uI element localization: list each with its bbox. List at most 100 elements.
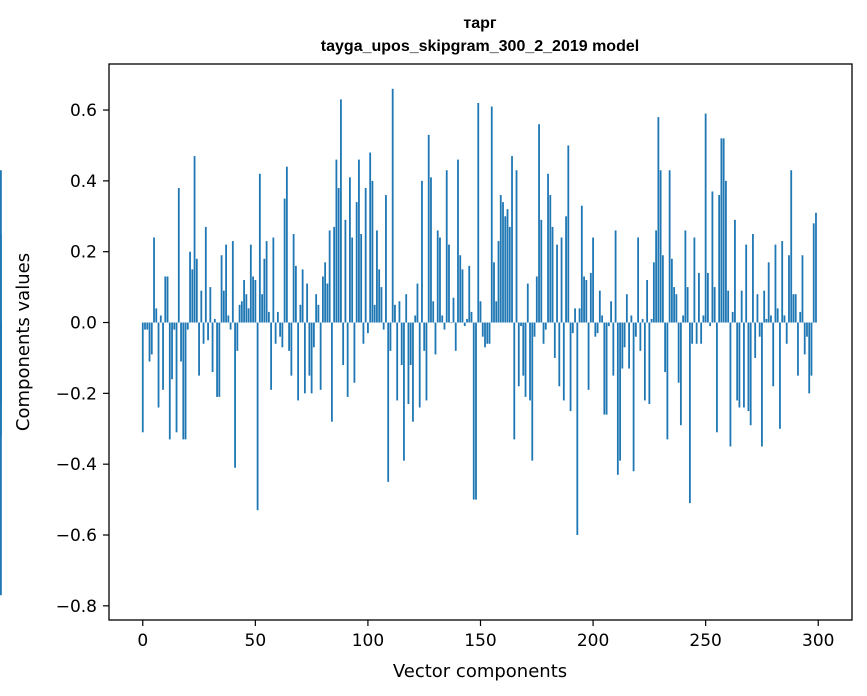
y-tick-label: 0.4 — [70, 172, 97, 192]
bar — [806, 322, 808, 337]
x-tick-label: 50 — [245, 631, 267, 651]
bar — [722, 138, 725, 323]
bar — [321, 276, 324, 323]
bar — [704, 113, 707, 323]
bar — [652, 262, 655, 323]
bar — [425, 322, 428, 401]
bar — [691, 322, 694, 344]
bar — [186, 322, 189, 330]
bar — [220, 255, 223, 323]
bar — [344, 219, 347, 323]
bar — [729, 322, 732, 447]
bar — [162, 322, 164, 390]
bar — [679, 322, 682, 426]
bar — [387, 322, 390, 482]
x-tick-label: 200 — [577, 631, 609, 651]
bar — [479, 301, 482, 323]
bar — [731, 311, 734, 323]
bar — [569, 322, 572, 412]
bar — [236, 322, 239, 351]
bar — [625, 294, 628, 323]
bar — [427, 134, 430, 323]
bar — [472, 322, 475, 500]
bar — [571, 322, 574, 334]
bar — [621, 322, 624, 369]
bar — [781, 241, 784, 323]
bar — [758, 322, 761, 337]
bar — [443, 322, 446, 330]
bar — [409, 322, 412, 366]
bar — [646, 280, 649, 323]
bar — [695, 322, 698, 344]
bar — [700, 322, 703, 344]
x-tick-label: 300 — [802, 631, 834, 651]
bar — [263, 258, 266, 323]
bar — [517, 322, 520, 387]
bar — [405, 294, 408, 323]
bar — [225, 244, 227, 323]
bar — [234, 322, 236, 468]
bar — [231, 241, 234, 323]
bar — [484, 322, 486, 348]
bar — [481, 322, 484, 337]
bar — [398, 301, 401, 323]
bar — [258, 173, 261, 323]
bar — [788, 255, 790, 323]
bar — [783, 315, 786, 323]
bar — [657, 117, 660, 323]
bar — [216, 322, 218, 397]
bar — [369, 152, 372, 323]
bar — [488, 322, 491, 344]
x-axis-label: Vector components — [393, 661, 567, 682]
bar — [643, 322, 646, 401]
bar — [792, 294, 795, 323]
bar — [441, 315, 444, 323]
bar — [423, 322, 426, 351]
bar — [150, 322, 153, 355]
bar — [301, 269, 304, 323]
bar — [547, 173, 549, 323]
bar — [707, 272, 709, 323]
y-tick-label: 0.2 — [70, 243, 97, 263]
x-tick-label: 100 — [352, 631, 384, 651]
bar — [261, 294, 263, 323]
bar — [785, 322, 788, 344]
bar — [198, 322, 200, 376]
bar — [583, 276, 585, 323]
bar — [526, 283, 529, 323]
bar — [382, 322, 385, 330]
bar — [281, 322, 284, 348]
bar — [439, 237, 441, 323]
bar — [655, 230, 658, 323]
bar — [716, 322, 718, 433]
bar — [664, 322, 667, 373]
y-tick-label: −0.2 — [56, 384, 97, 404]
bar — [376, 230, 378, 323]
bar — [189, 251, 191, 323]
bar — [328, 230, 331, 323]
bar — [252, 276, 254, 323]
bar — [247, 308, 250, 323]
bar — [506, 209, 509, 323]
bar — [520, 322, 522, 327]
bar — [436, 230, 439, 323]
bar — [385, 195, 387, 323]
bar — [772, 322, 775, 387]
bar — [504, 216, 507, 323]
bar — [558, 322, 561, 387]
bar — [294, 265, 297, 323]
bar — [513, 322, 516, 440]
bar — [331, 322, 333, 422]
bar — [324, 262, 327, 323]
bar — [767, 262, 770, 323]
bar — [677, 322, 680, 383]
bar — [499, 195, 502, 323]
bar — [288, 322, 291, 351]
bar — [265, 241, 268, 323]
bar — [193, 156, 196, 323]
bar — [207, 322, 209, 341]
bar — [299, 304, 302, 323]
bar — [495, 301, 498, 323]
bar — [632, 322, 635, 472]
